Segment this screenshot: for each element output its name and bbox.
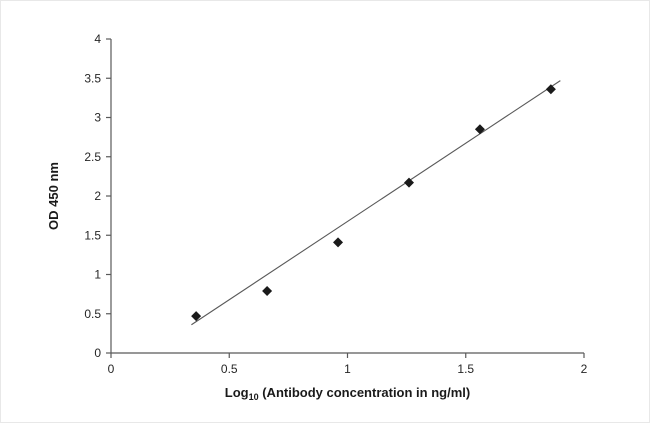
data-point (474, 124, 485, 135)
x-tick-label: 1.5 (457, 362, 474, 376)
data-point (333, 237, 344, 248)
data-point (191, 311, 202, 322)
y-tick-label: 0.5 (84, 307, 101, 321)
y-tick-label: 4 (94, 32, 101, 46)
y-tick-label: 0 (94, 346, 101, 360)
data-point (262, 285, 273, 296)
y-tick-label: 1.5 (84, 228, 101, 242)
x-tick-label: 2 (581, 362, 588, 376)
y-axis-title: OD 450 nm (46, 162, 61, 230)
y-tick-label: 1 (94, 268, 101, 282)
trend-line (191, 80, 561, 326)
data-point (545, 84, 556, 95)
y-tick-label: 3 (94, 111, 101, 125)
x-axis-title: Log10 (Antibody concentration in ng/ml) (225, 385, 470, 402)
x-tick-label: 1 (344, 362, 351, 376)
y-tick-label: 2.5 (84, 150, 101, 164)
y-tick-label: 3.5 (84, 71, 101, 85)
y-tick-label: 2 (94, 189, 101, 203)
x-tick-label: 0.5 (221, 362, 238, 376)
data-point (403, 177, 414, 188)
x-tick-label: 0 (108, 362, 115, 376)
